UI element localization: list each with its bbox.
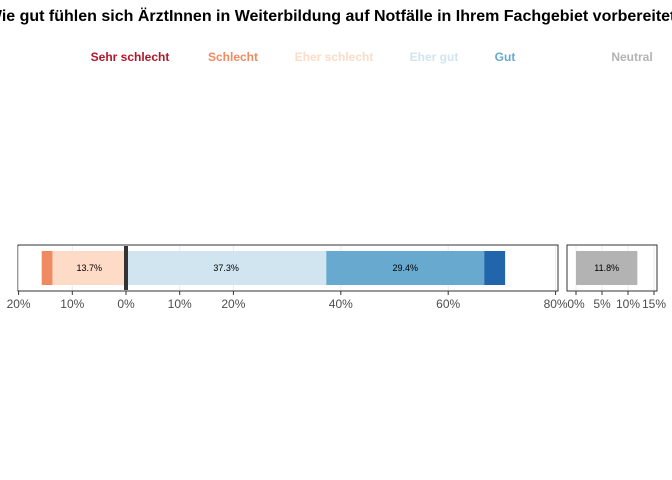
- legend-eher-schlecht: Eher schlecht: [295, 50, 374, 64]
- legend-neutral: Neutral: [611, 50, 652, 64]
- tick-label: 20%: [7, 297, 31, 311]
- tick-label: 10%: [616, 297, 640, 311]
- bar-eher-gut: [126, 251, 327, 285]
- bar-gut: [326, 251, 485, 285]
- tick-label: 10%: [60, 297, 84, 311]
- data-label-neutral: 11.8%: [594, 263, 619, 273]
- main-bars: 13.7% 37.3% 29.4%: [18, 246, 557, 290]
- legend-gut: Gut: [495, 50, 516, 64]
- legend-eher-gut: Eher gut: [410, 50, 459, 64]
- legend-schlecht: Schlecht: [208, 50, 258, 64]
- tick-label: 0%: [567, 297, 585, 311]
- tick-label: 15%: [642, 297, 666, 311]
- main-axis: 20% 10% 0% 10% 20% 40% 60% 80%: [7, 291, 568, 311]
- tick-label: 10%: [168, 297, 192, 311]
- neutral-axis: 0% 5% 10% 15%: [567, 291, 666, 311]
- tick-label: 20%: [221, 297, 245, 311]
- bar-sehr-gut: [484, 251, 506, 285]
- tick-label: 40%: [329, 297, 353, 311]
- bar-neutral: [576, 251, 638, 285]
- legend: Sehr schlecht Schlecht Eher schlecht Eher g…: [91, 50, 653, 64]
- neutral-bars: 11.8%: [575, 246, 655, 290]
- data-label-eher-gut: 37.3%: [213, 263, 239, 273]
- tick-label: 5%: [593, 297, 611, 311]
- tick-label: 0%: [117, 297, 135, 311]
- data-label-eher-schlecht: 13.7%: [76, 263, 102, 273]
- tick-label: 60%: [436, 297, 460, 311]
- bar-schlecht: [41, 251, 53, 285]
- chart-title: Wie gut fühlen sich ÄrztInnen in Weiterb…: [0, 7, 672, 25]
- bar-eher-schlecht: [52, 251, 126, 285]
- legend-sehr-schlecht: Sehr schlecht: [91, 50, 170, 64]
- tick-label: 80%: [544, 297, 568, 311]
- data-label-gut: 29.4%: [392, 263, 418, 273]
